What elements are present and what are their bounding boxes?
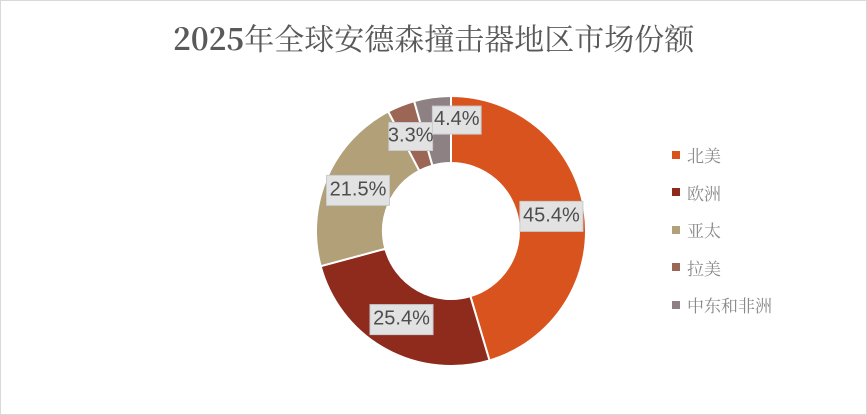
svg-text:25.4%: 25.4%	[373, 308, 430, 330]
svg-text:4.4%: 4.4%	[434, 108, 480, 130]
svg-text:3.3%: 3.3%	[388, 125, 434, 147]
svg-text:21.5%: 21.5%	[330, 178, 387, 200]
svg-text:45.4%: 45.4%	[523, 204, 580, 226]
